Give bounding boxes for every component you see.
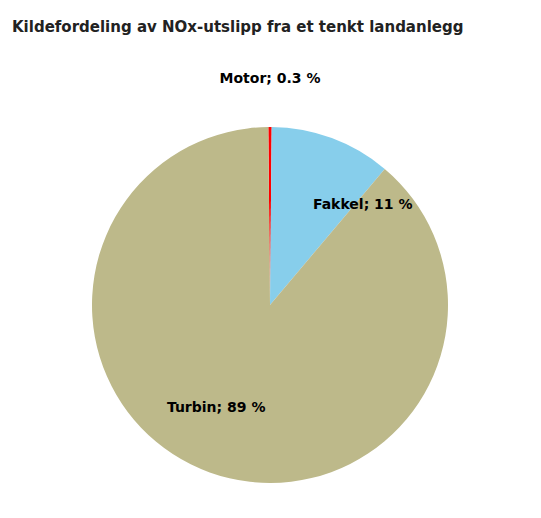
title: Kildefordeling av NOx-utslipp fra et ten… xyxy=(12,18,463,36)
slices xyxy=(92,127,448,483)
chart-svg: Kildefordeling av NOx-utslipp fra et ten… xyxy=(0,0,541,518)
data-labels: Motor; 0.3 % Fakkel; 11 % Turbin; 89 % xyxy=(167,70,413,416)
pie-slice xyxy=(92,127,448,483)
data-label: Motor; 0.3 % xyxy=(220,70,321,86)
data-label: Fakkel; 11 % xyxy=(313,196,413,212)
chart-container: Kildefordeling av NOx-utslipp fra et ten… xyxy=(0,0,541,518)
background xyxy=(0,0,541,518)
data-label: Turbin; 89 % xyxy=(167,399,266,415)
